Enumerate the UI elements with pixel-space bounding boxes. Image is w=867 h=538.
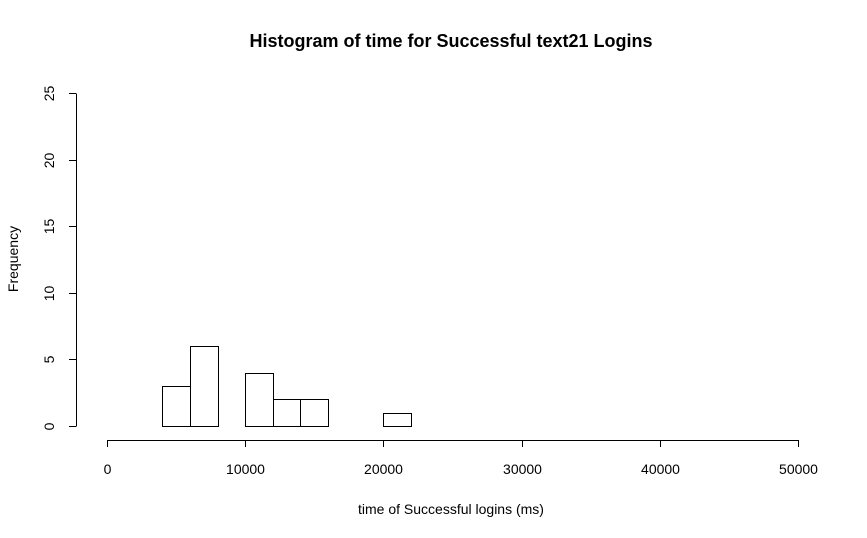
x-axis: 0 10000 20000 30000 40000 50000: [104, 440, 818, 477]
y-tick-label-0: 0: [41, 422, 57, 430]
y-tick-label-3: 15: [41, 219, 57, 235]
histogram-bar-8: [383, 413, 412, 427]
histogram-bar-4: [273, 399, 301, 427]
histogram-bar-1: [190, 346, 219, 427]
x-tick-label-1: 10000: [226, 461, 265, 477]
histogram-bar-0: [162, 386, 191, 427]
histogram-bar-5: [300, 399, 329, 427]
y-axis-label: Frequency: [5, 226, 21, 292]
y-tick-label-5: 25: [41, 86, 57, 102]
x-tick-label-2: 20000: [364, 461, 403, 477]
bars-group: [162, 346, 412, 427]
y-tick-label-2: 10: [41, 286, 57, 302]
y-tick-label-1: 5: [41, 355, 57, 363]
x-tick-label-5: 50000: [779, 461, 818, 477]
x-tick-label-4: 40000: [641, 461, 680, 477]
y-tick-label-4: 20: [41, 153, 57, 169]
x-tick-label-0: 0: [104, 461, 112, 477]
x-axis-label: time of Successful logins (ms): [358, 501, 544, 517]
y-axis: 0 5 10 15 20 25: [41, 86, 77, 430]
histogram-bar-3: [245, 373, 274, 427]
x-tick-label-3: 30000: [503, 461, 542, 477]
chart-title: Histogram of time for Successful text21 …: [249, 31, 652, 51]
